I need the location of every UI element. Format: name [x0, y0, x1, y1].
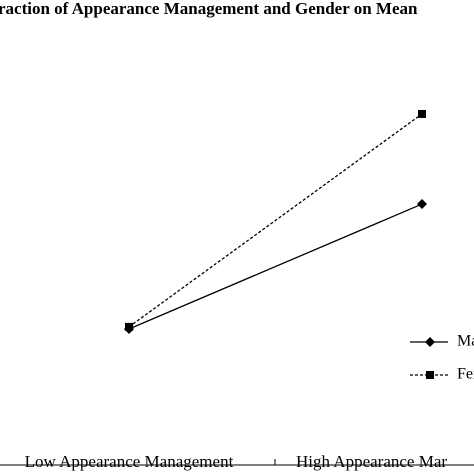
series-line	[128, 203, 423, 330]
legend-marker	[426, 371, 434, 379]
x-tick-label: High Appearance Mar	[296, 452, 447, 471]
legend-label: Ma	[457, 333, 474, 350]
legend-label: Fer	[457, 366, 474, 383]
point	[417, 199, 427, 210]
series-line	[128, 113, 423, 328]
x-tick-label: Low Appearance Management	[25, 452, 234, 471]
chart-title: raction of Appearance Management and Gen…	[0, 0, 418, 18]
legend-marker	[425, 337, 435, 347]
point	[125, 322, 133, 331]
point	[418, 109, 426, 118]
